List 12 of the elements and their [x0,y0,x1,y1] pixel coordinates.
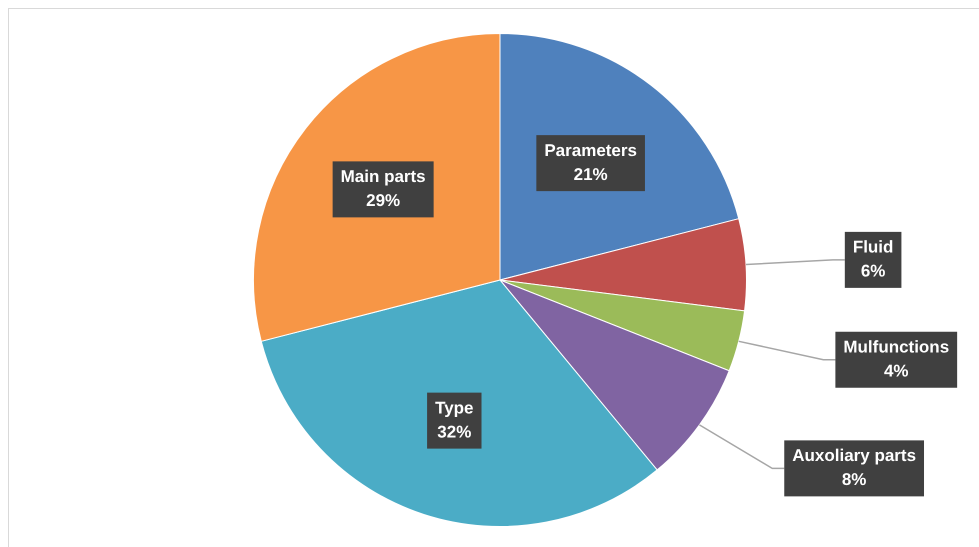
slice-label: Main parts [340,167,426,186]
data-label: 4% [884,361,909,380]
slice-label: Mulfunctions [843,337,950,356]
slice-label: Parameters [544,140,637,160]
data-label: 6% [860,262,886,281]
data-label: 29% [366,191,400,210]
data-label: 21% [574,164,608,184]
slice-label: Fluid [852,238,894,257]
data-label: 8% [842,470,866,490]
slice-label: Type [435,398,474,418]
data-label: 32% [437,422,472,442]
slice-label: Auxoliary parts [792,446,916,466]
